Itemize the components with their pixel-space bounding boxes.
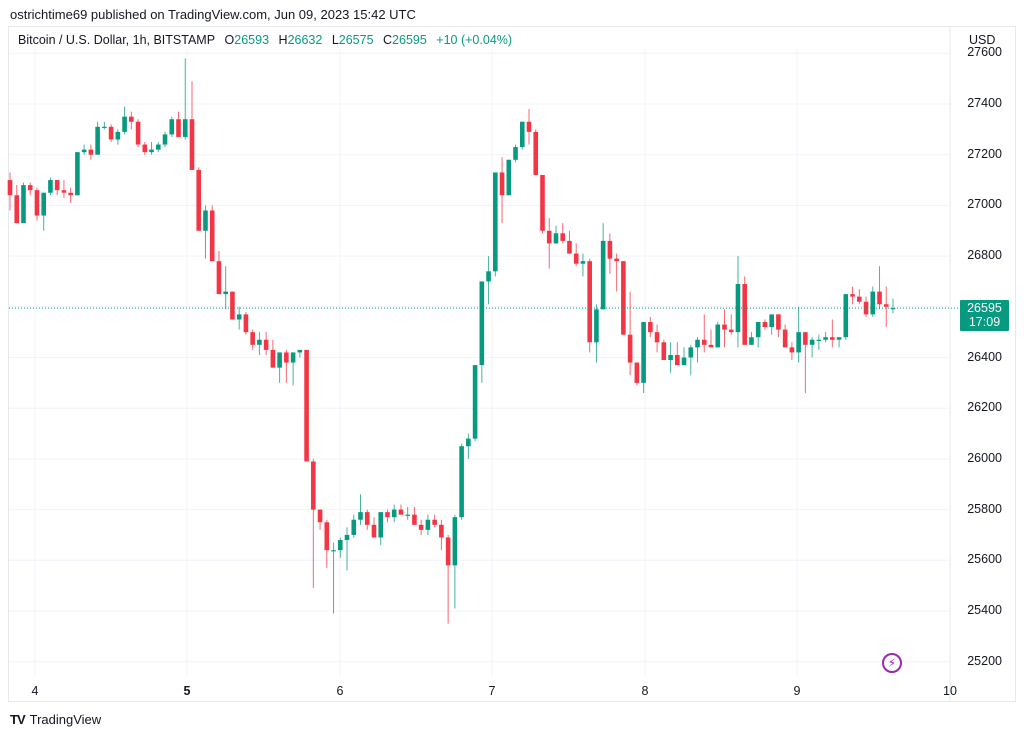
tradingview-mark-icon: TV — [10, 712, 26, 727]
published-caption: ostrichtime69 published on TradingView.c… — [10, 7, 416, 22]
high-label: H — [278, 33, 288, 47]
price-tick-label: 25400 — [967, 603, 1002, 617]
price-tick-label: 26000 — [967, 450, 1002, 465]
open-label: O — [224, 33, 235, 47]
change-value: +10 (+0.04%) — [436, 33, 513, 47]
time-tick-label: 4 — [31, 684, 39, 698]
symbol-legend: Bitcoin / U.S. Dollar, 1h, BITSTAMP O265… — [18, 33, 512, 47]
time-tick-label: 9 — [793, 684, 801, 698]
price-tick-label: 26800 — [967, 248, 1002, 263]
time-tick-label: 8 — [641, 684, 649, 698]
time-tick-label: 7 — [488, 684, 496, 698]
currency-label: USD — [969, 33, 996, 47]
price-tick-label: 27200 — [967, 146, 1002, 161]
price-tick-label: 26200 — [967, 400, 1002, 415]
symbol-title[interactable]: Bitcoin / U.S. Dollar, 1h, BITSTAMP — [18, 33, 216, 47]
close-value: 26595 — [392, 33, 427, 47]
last-price-value: 26595 — [967, 301, 1002, 315]
price-tick-label: 26400 — [967, 349, 1002, 364]
tradingview-logo[interactable]: TV TradingView — [10, 712, 101, 727]
price-tick-label: 27000 — [967, 197, 1002, 212]
price-tick-label: 25600 — [967, 552, 1002, 567]
time-tick-label: 10 — [943, 684, 957, 698]
chart-frame — [8, 26, 1016, 702]
low-label: L — [331, 33, 339, 47]
price-tick-label: 27400 — [967, 96, 1002, 110]
tradingview-wordmark: TradingView — [29, 712, 102, 727]
close-label: C — [383, 33, 393, 47]
price-tick-label: 25200 — [967, 653, 1002, 668]
high-value: 26632 — [287, 33, 323, 47]
time-tick-label: 6 — [336, 684, 344, 698]
time-tick-label: 5 — [183, 684, 191, 698]
open-value: 26593 — [234, 33, 270, 47]
bar-countdown: 17:09 — [968, 315, 1001, 329]
price-tick-label: 27600 — [967, 45, 1002, 60]
low-value: 26575 — [338, 33, 374, 47]
lightning-icon[interactable]: ⚡ — [882, 653, 902, 673]
last-price-badge: 26595 17:09 — [960, 300, 1009, 331]
price-tick-label: 25800 — [967, 501, 1002, 516]
